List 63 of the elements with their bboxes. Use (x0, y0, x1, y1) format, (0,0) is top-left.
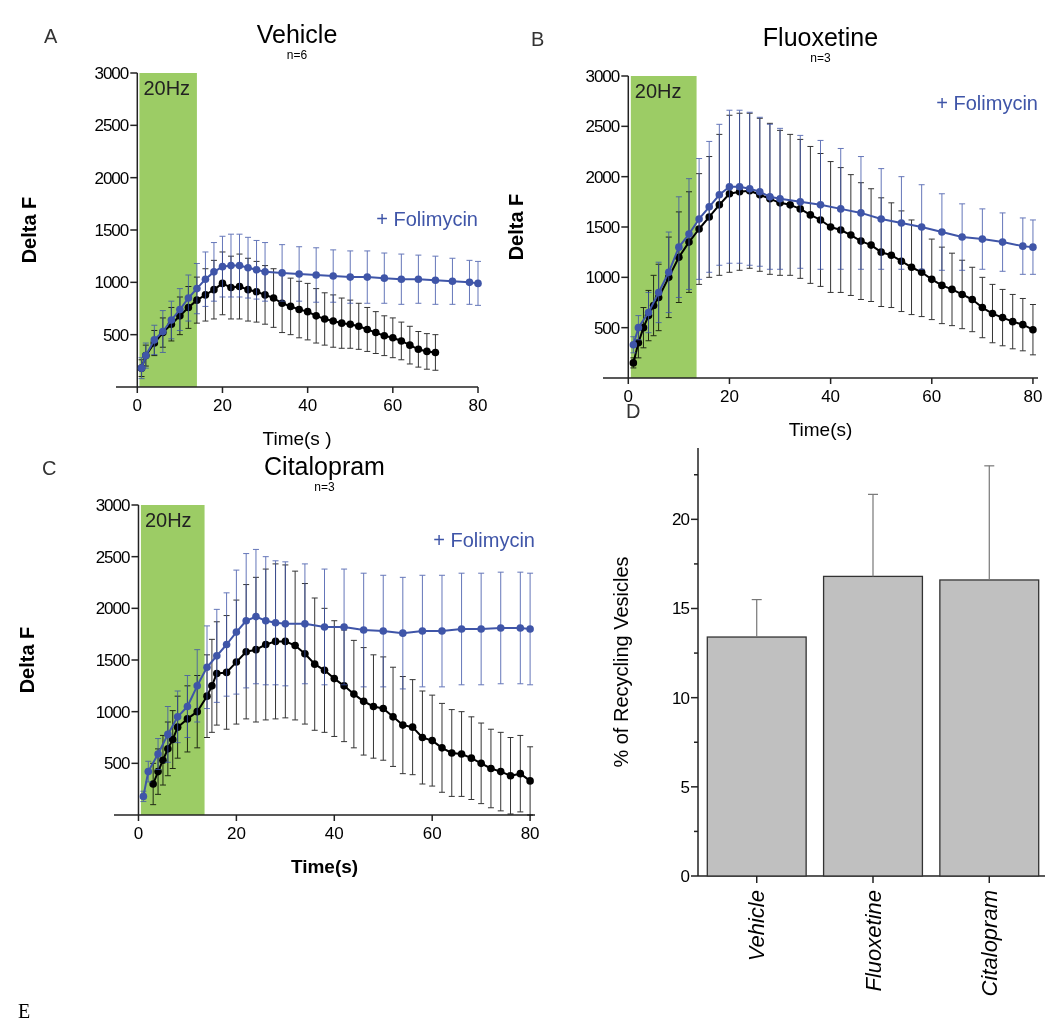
y-tick-label: 500 (102, 325, 129, 345)
x-tick-label: 0 (133, 824, 144, 843)
y-tick-label: 0 (680, 866, 690, 886)
chart-subtitle: n=3 (810, 51, 831, 65)
x-tick-label: 80 (468, 396, 488, 415)
y-tick-label: 3000 (95, 495, 131, 515)
x-tick-label: Citalopram (976, 890, 1002, 997)
y-tick-label: 15 (672, 599, 690, 619)
band-label: 20Hz (144, 509, 192, 531)
text: B (531, 28, 545, 50)
chart-subtitle: n=6 (286, 48, 308, 62)
band-label: 20Hz (634, 80, 682, 102)
y-tick-label: 500 (104, 754, 131, 774)
x-tick-label: 60 (922, 387, 942, 406)
y-tick-label: 20 (672, 510, 690, 530)
chart-subtitle: n=3 (314, 480, 335, 494)
y-tick-label: 2000 (585, 167, 620, 187)
y-tick-label: 1000 (95, 702, 131, 722)
y-tick-label: 2500 (95, 547, 131, 567)
y-tick-label: 2000 (95, 599, 131, 619)
x-tick-label: 20 (719, 387, 739, 406)
x-tick-label: 40 (821, 387, 841, 406)
chart-title: Citalopram (264, 452, 385, 480)
text: + Folimycin (376, 208, 478, 231)
y-axis-title: Delta F (18, 196, 40, 264)
x-tick-label: 20 (226, 824, 246, 843)
y-axis-title: % of Recycling Vesicles (610, 556, 632, 768)
y-tick-label: 2500 (585, 117, 620, 137)
text: + Folimycin (936, 92, 1038, 115)
y-tick-label: 2500 (94, 116, 129, 136)
text: A (44, 25, 58, 47)
x-tick-label: 80 (520, 824, 540, 843)
text: C (42, 457, 57, 479)
x-tick-label: 80 (1023, 387, 1043, 406)
x-tick-label: 20 (213, 396, 232, 415)
text: E (18, 1000, 31, 1022)
y-tick-label: 1500 (585, 217, 620, 237)
x-tick-label: 0 (132, 396, 143, 415)
y-tick-label: 1000 (94, 273, 129, 293)
x-tick-label: Vehicle (744, 890, 770, 962)
text: + Folimycin (433, 528, 535, 551)
y-tick-label: 500 (593, 318, 620, 338)
y-tick-label: 5 (680, 777, 690, 797)
y-tick-label: 2000 (94, 168, 129, 188)
x-tick-label: Fluoxetine (860, 890, 886, 992)
x-axis-title: Time(s) (788, 419, 853, 440)
x-tick-label: 40 (298, 396, 318, 415)
y-tick-label: 1500 (94, 220, 129, 240)
x-tick-label: 60 (422, 824, 442, 843)
x-axis-title: Time(s) (290, 856, 359, 877)
x-tick-label: 60 (383, 396, 403, 415)
y-tick-label: 1500 (95, 650, 131, 670)
x-axis-title: Time(s ) (262, 428, 332, 449)
chart-title: Fluoxetine (762, 23, 879, 51)
chart-title: Vehicle (256, 20, 338, 48)
x-tick-label: 40 (324, 824, 344, 843)
y-tick-label: 3000 (94, 63, 129, 83)
y-tick-label: 1000 (585, 268, 620, 288)
band-label: 20Hz (143, 77, 191, 99)
y-axis-title: Delta F (505, 193, 527, 261)
y-axis-title: Delta F (16, 626, 38, 694)
y-tick-label: 3000 (585, 66, 620, 86)
y-tick-label: 10 (672, 688, 690, 708)
